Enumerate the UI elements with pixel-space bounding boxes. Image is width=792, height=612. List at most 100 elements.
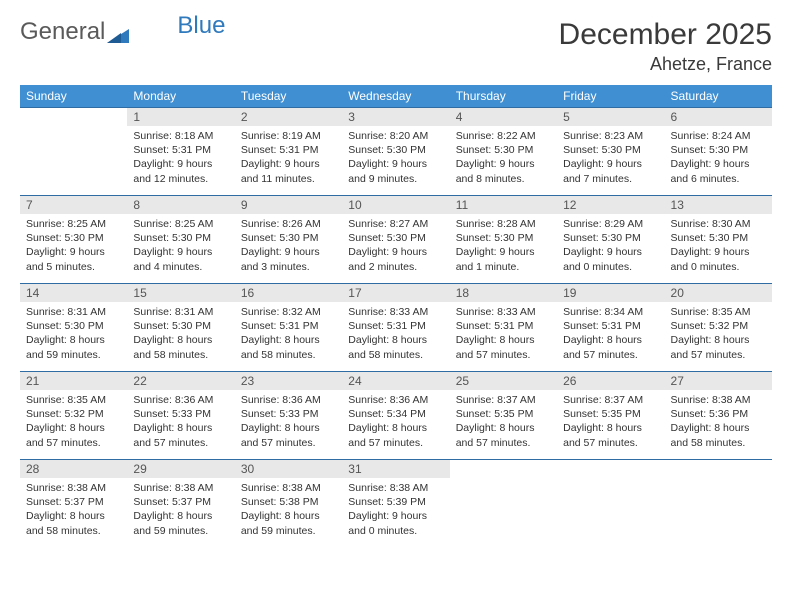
- sunrise-text: Sunrise: 8:28 AM: [456, 217, 551, 231]
- calendar-day-cell: 21Sunrise: 8:35 AMSunset: 5:32 PMDayligh…: [20, 372, 127, 460]
- day-number: 21: [20, 372, 127, 390]
- day-info: Sunrise: 8:35 AMSunset: 5:32 PMDaylight:…: [665, 302, 772, 366]
- day-number: 2: [235, 108, 342, 126]
- calendar-day-cell: 18Sunrise: 8:33 AMSunset: 5:31 PMDayligh…: [450, 284, 557, 372]
- calendar-day-cell: [20, 108, 127, 196]
- sunset-text: Sunset: 5:30 PM: [671, 231, 766, 245]
- sunrise-text: Sunrise: 8:36 AM: [348, 393, 443, 407]
- brand-part1: General: [20, 18, 105, 46]
- sunset-text: Sunset: 5:31 PM: [241, 143, 336, 157]
- day-number: 25: [450, 372, 557, 390]
- brand-logo: General Blue: [20, 18, 181, 46]
- daylight-text: Daylight: 9 hours and 11 minutes.: [241, 157, 336, 185]
- sunset-text: Sunset: 5:31 PM: [563, 319, 658, 333]
- daylight-text: Daylight: 9 hours and 2 minutes.: [348, 245, 443, 273]
- daylight-text: Daylight: 9 hours and 5 minutes.: [26, 245, 121, 273]
- calendar-day-cell: 2Sunrise: 8:19 AMSunset: 5:31 PMDaylight…: [235, 108, 342, 196]
- daylight-text: Daylight: 8 hours and 57 minutes.: [456, 333, 551, 361]
- day-info: Sunrise: 8:36 AMSunset: 5:34 PMDaylight:…: [342, 390, 449, 454]
- calendar-day-cell: 27Sunrise: 8:38 AMSunset: 5:36 PMDayligh…: [665, 372, 772, 460]
- daylight-text: Daylight: 8 hours and 57 minutes.: [563, 421, 658, 449]
- sunrise-text: Sunrise: 8:31 AM: [133, 305, 228, 319]
- sunrise-text: Sunrise: 8:38 AM: [348, 481, 443, 495]
- daylight-text: Daylight: 8 hours and 58 minutes.: [348, 333, 443, 361]
- calendar-week-row: 21Sunrise: 8:35 AMSunset: 5:32 PMDayligh…: [20, 372, 772, 460]
- day-number: 4: [450, 108, 557, 126]
- daylight-text: Daylight: 8 hours and 57 minutes.: [563, 333, 658, 361]
- day-number: 18: [450, 284, 557, 302]
- sunrise-text: Sunrise: 8:37 AM: [563, 393, 658, 407]
- sunset-text: Sunset: 5:30 PM: [456, 231, 551, 245]
- daylight-text: Daylight: 8 hours and 59 minutes.: [26, 333, 121, 361]
- calendar-day-cell: 9Sunrise: 8:26 AMSunset: 5:30 PMDaylight…: [235, 196, 342, 284]
- month-title: December 2025: [559, 18, 772, 52]
- calendar-day-cell: 15Sunrise: 8:31 AMSunset: 5:30 PMDayligh…: [127, 284, 234, 372]
- sunrise-text: Sunrise: 8:33 AM: [456, 305, 551, 319]
- day-info: Sunrise: 8:38 AMSunset: 5:38 PMDaylight:…: [235, 478, 342, 542]
- daylight-text: Daylight: 9 hours and 0 minutes.: [563, 245, 658, 273]
- day-number: 9: [235, 196, 342, 214]
- day-info: Sunrise: 8:24 AMSunset: 5:30 PMDaylight:…: [665, 126, 772, 190]
- weekday-wed: Wednesday: [342, 85, 449, 108]
- sunrise-text: Sunrise: 8:18 AM: [133, 129, 228, 143]
- daylight-text: Daylight: 8 hours and 58 minutes.: [241, 333, 336, 361]
- day-number: 13: [665, 196, 772, 214]
- sunset-text: Sunset: 5:30 PM: [348, 231, 443, 245]
- calendar-day-cell: 4Sunrise: 8:22 AMSunset: 5:30 PMDaylight…: [450, 108, 557, 196]
- daylight-text: Daylight: 8 hours and 57 minutes.: [26, 421, 121, 449]
- calendar-week-row: 1Sunrise: 8:18 AMSunset: 5:31 PMDaylight…: [20, 108, 772, 196]
- day-number: 16: [235, 284, 342, 302]
- sunrise-text: Sunrise: 8:34 AM: [563, 305, 658, 319]
- sunrise-text: Sunrise: 8:19 AM: [241, 129, 336, 143]
- sunset-text: Sunset: 5:35 PM: [456, 407, 551, 421]
- sunrise-text: Sunrise: 8:33 AM: [348, 305, 443, 319]
- calendar-day-cell: 11Sunrise: 8:28 AMSunset: 5:30 PMDayligh…: [450, 196, 557, 284]
- day-number: 27: [665, 372, 772, 390]
- calendar-day-cell: 24Sunrise: 8:36 AMSunset: 5:34 PMDayligh…: [342, 372, 449, 460]
- daylight-text: Daylight: 9 hours and 7 minutes.: [563, 157, 658, 185]
- day-number: 23: [235, 372, 342, 390]
- sunset-text: Sunset: 5:30 PM: [241, 231, 336, 245]
- calendar-day-cell: 16Sunrise: 8:32 AMSunset: 5:31 PMDayligh…: [235, 284, 342, 372]
- day-info: Sunrise: 8:38 AMSunset: 5:39 PMDaylight:…: [342, 478, 449, 542]
- daylight-text: Daylight: 9 hours and 12 minutes.: [133, 157, 228, 185]
- calendar-day-cell: 30Sunrise: 8:38 AMSunset: 5:38 PMDayligh…: [235, 460, 342, 548]
- day-info: Sunrise: 8:18 AMSunset: 5:31 PMDaylight:…: [127, 126, 234, 190]
- daylight-text: Daylight: 8 hours and 59 minutes.: [133, 509, 228, 537]
- sunset-text: Sunset: 5:32 PM: [671, 319, 766, 333]
- day-number: 24: [342, 372, 449, 390]
- daylight-text: Daylight: 9 hours and 8 minutes.: [456, 157, 551, 185]
- weekday-mon: Monday: [127, 85, 234, 108]
- daylight-text: Daylight: 9 hours and 0 minutes.: [348, 509, 443, 537]
- calendar-week-row: 28Sunrise: 8:38 AMSunset: 5:37 PMDayligh…: [20, 460, 772, 548]
- sunrise-text: Sunrise: 8:23 AM: [563, 129, 658, 143]
- calendar-day-cell: 28Sunrise: 8:38 AMSunset: 5:37 PMDayligh…: [20, 460, 127, 548]
- sunrise-text: Sunrise: 8:35 AM: [671, 305, 766, 319]
- day-info: Sunrise: 8:37 AMSunset: 5:35 PMDaylight:…: [450, 390, 557, 454]
- daylight-text: Daylight: 8 hours and 57 minutes.: [671, 333, 766, 361]
- calendar-day-cell: 5Sunrise: 8:23 AMSunset: 5:30 PMDaylight…: [557, 108, 664, 196]
- brand-part2: Blue: [177, 12, 225, 40]
- weekday-sun: Sunday: [20, 85, 127, 108]
- title-block: December 2025 Ahetze, France: [559, 18, 772, 75]
- daylight-text: Daylight: 8 hours and 59 minutes.: [241, 509, 336, 537]
- sunset-text: Sunset: 5:31 PM: [241, 319, 336, 333]
- daylight-text: Daylight: 8 hours and 57 minutes.: [133, 421, 228, 449]
- day-info: Sunrise: 8:19 AMSunset: 5:31 PMDaylight:…: [235, 126, 342, 190]
- day-number: 6: [665, 108, 772, 126]
- daylight-text: Daylight: 8 hours and 58 minutes.: [671, 421, 766, 449]
- sunset-text: Sunset: 5:30 PM: [671, 143, 766, 157]
- calendar-day-cell: [665, 460, 772, 548]
- day-number: 5: [557, 108, 664, 126]
- day-info: Sunrise: 8:25 AMSunset: 5:30 PMDaylight:…: [20, 214, 127, 278]
- sunrise-text: Sunrise: 8:36 AM: [133, 393, 228, 407]
- calendar-day-cell: 25Sunrise: 8:37 AMSunset: 5:35 PMDayligh…: [450, 372, 557, 460]
- sunrise-text: Sunrise: 8:20 AM: [348, 129, 443, 143]
- day-info: Sunrise: 8:31 AMSunset: 5:30 PMDaylight:…: [127, 302, 234, 366]
- sunset-text: Sunset: 5:30 PM: [133, 231, 228, 245]
- sunset-text: Sunset: 5:30 PM: [26, 231, 121, 245]
- daylight-text: Daylight: 8 hours and 57 minutes.: [241, 421, 336, 449]
- sunrise-text: Sunrise: 8:38 AM: [133, 481, 228, 495]
- calendar-day-cell: 1Sunrise: 8:18 AMSunset: 5:31 PMDaylight…: [127, 108, 234, 196]
- sunrise-text: Sunrise: 8:38 AM: [241, 481, 336, 495]
